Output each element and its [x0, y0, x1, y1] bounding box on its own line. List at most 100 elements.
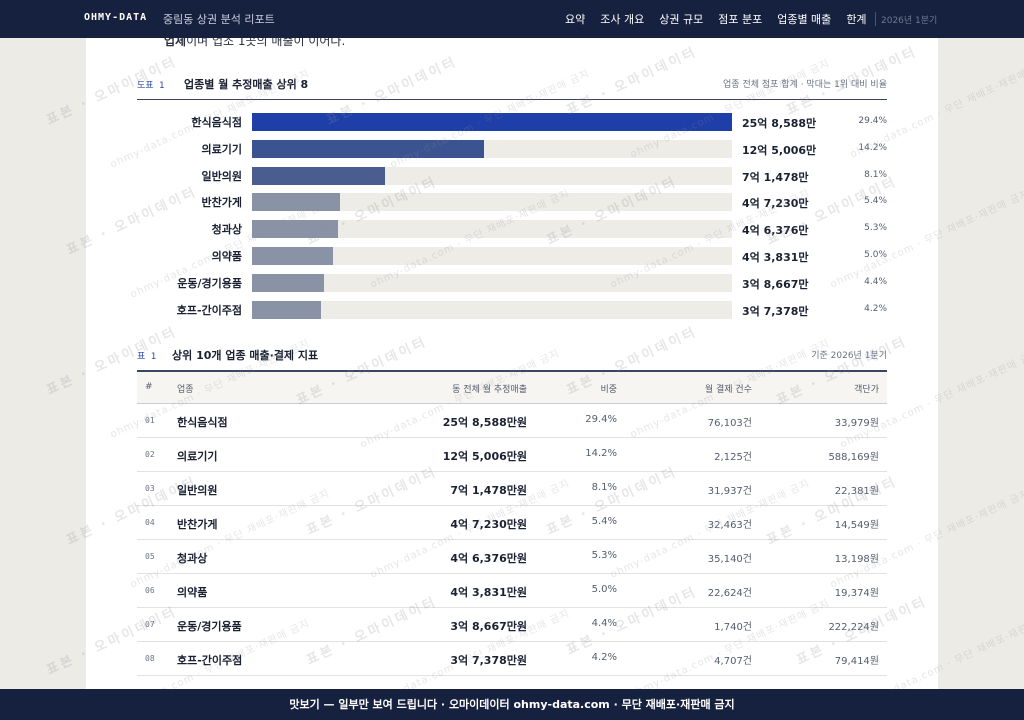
rank-cell: 03 [145, 484, 155, 493]
nav-item-limits[interactable]: 한계 [846, 13, 867, 26]
bar-track [252, 193, 732, 212]
bar-category-label: 운동/경기용품 [177, 276, 242, 290]
nav-item-summary[interactable]: 요약 [565, 13, 586, 26]
bar-category-label: 의약품 [211, 250, 242, 263]
bar-row: 청과상 4억 6,376만 5.3% [86, 220, 938, 239]
industry-cell: 호프-간이주점 [177, 654, 243, 667]
col-header-count: 월 결제 건수 [704, 385, 752, 395]
industry-cell: 한식음식점 [177, 416, 228, 429]
document-title: 중림동 상권 분석 리포트 [163, 13, 275, 26]
preview-footer: 맛보기 — 일부만 보여 드립니다 · 오마이데이터 ohmy-data.com… [0, 689, 1024, 720]
bar-category-label: 일반의원 [201, 169, 242, 183]
col-header-sales: 동 전체 월 추정매출 [452, 385, 527, 395]
table-row: 06 의약품 4억 3,831만원 5.0% 22,624건 19,374원 [137, 574, 887, 608]
payment-count-cell: 76,103건 [707, 418, 752, 429]
share-cell: 5.4% [591, 516, 617, 527]
table-row: 04 반찬가게 4억 7,230만원 5.4% 32,463건 14,549원 [137, 506, 887, 540]
sales-cell: 12억 5,006만원 [442, 450, 527, 463]
sales-cell: 4억 6,376만원 [450, 552, 527, 565]
bar [252, 139, 485, 158]
table-header: 표 1 상위 10개 업종 매출·결제 지표 기준 2026년 1분기 [137, 346, 887, 368]
bar-share-label: 29.4% [858, 116, 887, 126]
share-cell: 14.2% [585, 448, 617, 459]
payment-count-cell: 35,140건 [707, 554, 752, 565]
bar-value-label: 3억 8,667만 [742, 277, 809, 291]
bar [252, 273, 324, 292]
nav-item-sales[interactable]: 업종별 매출 [777, 13, 832, 26]
bar-value-label: 7억 1,478만 [742, 170, 809, 184]
bar-track [252, 139, 732, 158]
bar-track [252, 300, 732, 319]
industry-cell: 의료기기 [177, 450, 218, 463]
bar-track [252, 247, 732, 265]
bar-value-label: 12억 5,006만 [742, 143, 817, 157]
bar-value-label: 4억 7,230만 [742, 197, 809, 211]
bar-row: 의약품 4억 3,831만 5.0% [86, 247, 938, 265]
bar-value-label: 4억 3,831만 [742, 251, 809, 264]
bar-track [252, 220, 732, 239]
figure-note: 업종 전체 점포 합계 · 막대는 1위 대비 비율 [723, 80, 887, 90]
bar-share-label: 8.1% [864, 169, 887, 180]
report-page: 업체이며 업조 1곳의 매출이 이어다. 도표 1 업종별 월 추정매출 상위 … [86, 0, 938, 720]
share-cell: 8.1% [591, 482, 617, 493]
industry-cell: 운동/경기용품 [177, 620, 242, 633]
sales-cell: 25억 8,588만원 [442, 416, 527, 429]
figure-title: 업종별 월 추정매출 상위 8 [184, 78, 309, 91]
sales-cell: 3억 7,378만원 [450, 654, 527, 667]
sales-cell: 4억 7,230만원 [450, 518, 527, 531]
bar-share-label: 5.4% [864, 196, 887, 207]
rank-cell: 04 [145, 518, 155, 527]
table-row: 08 호프-간이주점 3억 7,378만원 4.2% 4,707건 79,414원 [137, 642, 887, 676]
payment-count-cell: 4,707건 [714, 656, 752, 667]
rank-cell: 01 [145, 416, 155, 425]
share-cell: 5.0% [591, 584, 617, 595]
avg-spend-cell: 588,169원 [828, 452, 879, 463]
bar-track [252, 166, 732, 185]
col-header-share: 비중 [600, 385, 617, 395]
rank-cell: 05 [145, 552, 155, 561]
col-header-avg: 객단가 [854, 385, 879, 395]
table-row: 07 운동/경기용품 3억 8,667만원 4.4% 1,740건 222,224원 [137, 608, 887, 642]
bar-row: 반찬가게 4억 7,230만 5.4% [86, 193, 938, 212]
brand-logo[interactable]: OHMY-DATA [84, 12, 148, 23]
col-header-rank: # [145, 382, 153, 392]
bar-value-label: 25억 8,588만 [742, 117, 817, 130]
industry-cell: 의약품 [177, 586, 208, 599]
nav-divider [875, 12, 876, 26]
share-cell: 4.4% [591, 618, 617, 629]
bar [252, 247, 334, 265]
bar-category-label: 한식음식점 [191, 116, 242, 129]
table-head-row: # 업종 동 전체 월 추정매출 비중 월 결제 건수 객단가 [137, 372, 887, 404]
bar-share-label: 4.2% [864, 303, 887, 314]
share-cell: 4.2% [591, 652, 617, 663]
metrics-table: # 업종 동 전체 월 추정매출 비중 월 결제 건수 객단가 01 한식음식점 2… [137, 370, 887, 676]
bar [252, 113, 732, 131]
bar [252, 220, 339, 239]
industry-cell: 청과상 [177, 552, 208, 565]
nav-item-overview[interactable]: 조사 개요 [600, 13, 645, 26]
industry-cell: 일반의원 [177, 484, 218, 497]
nav-menu: 요약 조사 개요 상권 규모 점포 분포 업종별 매출 한계 [565, 11, 882, 27]
bar-row: 의료기기 12억 5,006만 14.2% [86, 139, 938, 158]
avg-spend-cell: 79,414원 [834, 656, 879, 667]
bar-row: 호프-간이주점 3억 7,378만 4.2% [86, 300, 938, 319]
bar-track [252, 273, 732, 292]
nav-item-scale[interactable]: 상권 규모 [659, 13, 704, 26]
nav-item-distribution[interactable]: 점포 분포 [718, 13, 763, 26]
table-note: 기준 2026년 1분기 [811, 351, 887, 361]
payment-count-cell: 2,125건 [714, 452, 752, 463]
avg-spend-cell: 33,979원 [834, 418, 879, 429]
avg-spend-cell: 13,198원 [834, 554, 879, 565]
bar-value-label: 4억 6,376만 [742, 224, 809, 238]
bar-row: 운동/경기용품 3억 8,667만 4.4% [86, 273, 938, 292]
bar-row: 한식음식점 25억 8,588만 29.4% [86, 113, 938, 131]
bar-share-label: 14.2% [858, 142, 887, 153]
sales-bar-chart: 한식음식점 25억 8,588만 29.4% 의료기기 12억 5,006만 14.2% 일… [86, 0, 938, 320]
sales-cell: 4억 3,831만원 [450, 586, 527, 599]
industry-cell: 반찬가게 [177, 518, 218, 531]
rank-cell: 08 [145, 654, 155, 663]
bar-row: 일반의원 7억 1,478만 8.1% [86, 166, 938, 185]
table-row: 01 한식음식점 25억 8,588만원 29.4% 76,103건 33,979원 [137, 404, 887, 438]
figure-label: 도표 1 [137, 81, 165, 91]
col-header-name: 업종 [177, 385, 194, 395]
